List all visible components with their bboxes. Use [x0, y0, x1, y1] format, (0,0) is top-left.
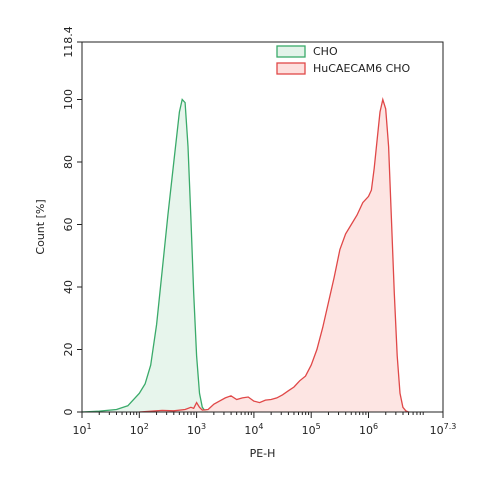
x-tick-label: 106	[359, 422, 378, 437]
y-tick-label: 100	[62, 89, 75, 110]
x-tick-label: 102	[130, 422, 149, 437]
legend-swatch-0	[276, 45, 306, 58]
legend-label-1: HuCAECAM6 CHO	[313, 62, 411, 75]
x-axis-ticks	[81, 412, 444, 418]
y-tick-labels: 0 20 40 60 80 100 118.4	[62, 26, 75, 415]
x-tick-label: 105	[302, 422, 321, 437]
x-tick-label: 107.3	[430, 422, 457, 437]
plot-frame	[81, 41, 444, 413]
legend-label-0: CHO	[313, 45, 338, 58]
legend: CHO HuCAECAM6 CHO	[276, 45, 411, 75]
y-tick-label: 118.4	[62, 26, 75, 58]
y-axis-ticks	[77, 41, 82, 413]
y-tick-label: 60	[62, 218, 75, 232]
x-tick-label: 104	[244, 422, 263, 437]
y-tick-label: 80	[62, 155, 75, 169]
x-axis-title: PE-H	[250, 447, 276, 460]
series-line-1	[139, 96, 409, 413]
y-axis-title: Count [%]	[34, 199, 47, 254]
series-area-0	[82, 99, 209, 412]
y-tick-label: 40	[62, 280, 75, 294]
legend-swatch-1	[276, 62, 306, 75]
series-area-1	[139, 99, 409, 412]
x-tick-label: 101	[72, 422, 91, 437]
series-layer	[81, 96, 409, 413]
y-tick-label: 20	[62, 343, 75, 357]
y-tick-label: 0	[62, 409, 75, 416]
x-tick-label: 103	[187, 422, 206, 437]
series-line-0	[81, 98, 209, 413]
x-tick-labels: 101 102 103 104 105 106 107.3	[72, 422, 456, 437]
